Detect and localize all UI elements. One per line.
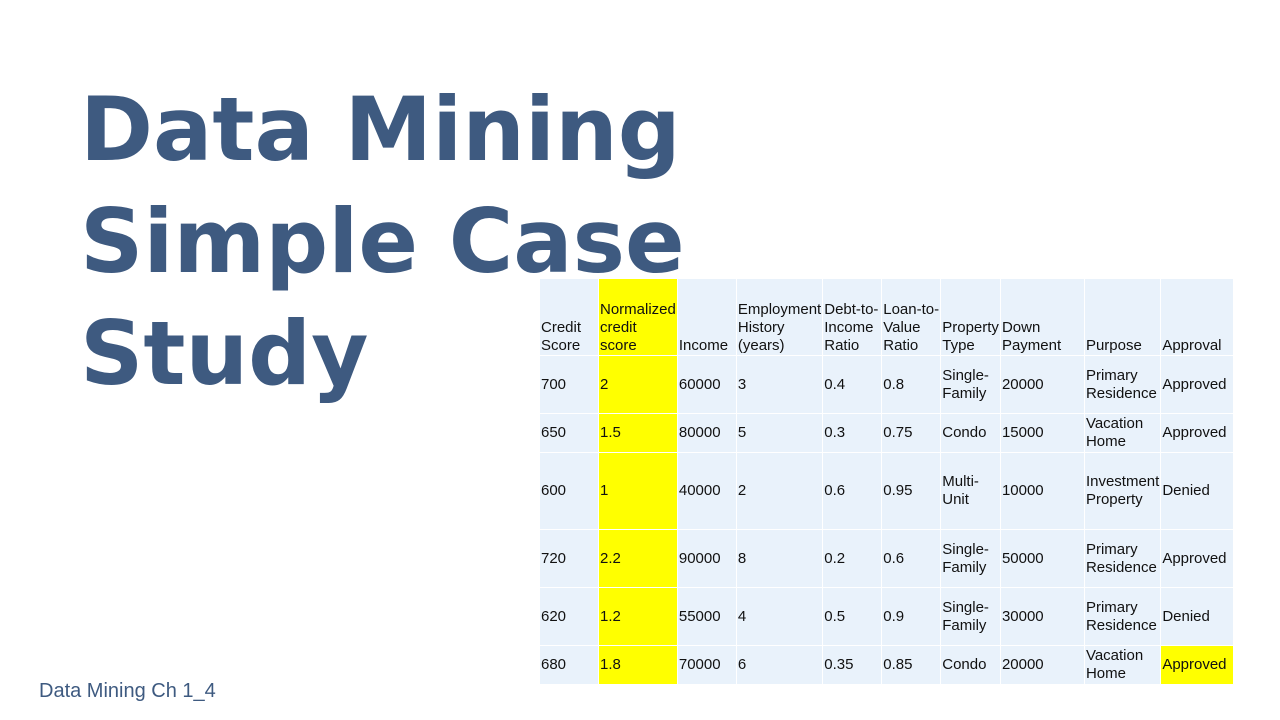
table-header-row: Credit Score Normalized credit score Inc… — [540, 279, 1234, 355]
cell-purpose: Vacation Home — [1084, 414, 1161, 452]
cell-income: 60000 — [677, 356, 736, 413]
table-row: 700 2 60000 3 0.4 0.8 Single-Family 2000… — [540, 356, 1234, 413]
cell-normalized-score: 2 — [599, 356, 677, 413]
cell-approval-highlighted: Approved — [1161, 646, 1234, 684]
title-line-3: Study — [80, 302, 369, 405]
cell-credit-score: 600 — [540, 453, 598, 529]
slide-title: Data Mining Simple Case Study — [80, 74, 685, 410]
cell-employment: 8 — [736, 530, 823, 587]
cell-dti: 0.5 — [823, 588, 882, 645]
cell-employment: 6 — [736, 646, 823, 684]
cell-normalized-score: 1.2 — [599, 588, 677, 645]
cell-employment: 5 — [736, 414, 823, 452]
cell-income: 80000 — [677, 414, 736, 452]
cell-credit-score: 650 — [540, 414, 598, 452]
cell-employment: 2 — [736, 453, 823, 529]
title-line-2: Simple Case — [80, 190, 685, 293]
cell-purpose: Primary Residence — [1084, 588, 1161, 645]
cell-down-payment: 30000 — [1000, 588, 1084, 645]
cell-normalized-score: 1 — [599, 453, 677, 529]
header-employment-history: Employment History (years) — [736, 279, 823, 355]
cell-approval: Approved — [1161, 530, 1234, 587]
cell-purpose: Vacation Home — [1084, 646, 1161, 684]
cell-dti: 0.3 — [823, 414, 882, 452]
title-line-1: Data Mining — [80, 78, 681, 181]
header-debt-to-income: Debt-to-Income Ratio — [823, 279, 882, 355]
cell-dti: 0.2 — [823, 530, 882, 587]
cell-normalized-score: 2.2 — [599, 530, 677, 587]
cell-purpose: Primary Residence — [1084, 356, 1161, 413]
cell-ltv: 0.75 — [882, 414, 941, 452]
cell-down-payment: 20000 — [1000, 646, 1084, 684]
cell-employment: 3 — [736, 356, 823, 413]
header-property-type: Property Type — [941, 279, 1000, 355]
table-row: 620 1.2 55000 4 0.5 0.9 Single-Family 30… — [540, 588, 1234, 645]
cell-ltv: 0.9 — [882, 588, 941, 645]
cell-down-payment: 10000 — [1000, 453, 1084, 529]
cell-normalized-score: 1.5 — [599, 414, 677, 452]
header-approval: Approval — [1161, 279, 1234, 355]
cell-purpose: Investment Property — [1084, 453, 1161, 529]
table-row: 720 2.2 90000 8 0.2 0.6 Single-Family 50… — [540, 530, 1234, 587]
cell-purpose: Primary Residence — [1084, 530, 1161, 587]
table-row: 680 1.8 70000 6 0.35 0.85 Condo 20000 Va… — [540, 646, 1234, 684]
cell-credit-score: 700 — [540, 356, 598, 413]
header-purpose: Purpose — [1084, 279, 1161, 355]
cell-ltv: 0.85 — [882, 646, 941, 684]
cell-property-type: Multi-Unit — [941, 453, 1000, 529]
cell-credit-score: 620 — [540, 588, 598, 645]
slide-footer: Data Mining Ch 1_4 — [39, 680, 216, 702]
cell-normalized-score: 1.8 — [599, 646, 677, 684]
header-normalized-credit-score: Normalized credit score — [599, 279, 677, 355]
cell-property-type: Condo — [941, 646, 1000, 684]
cell-ltv: 0.8 — [882, 356, 941, 413]
cell-down-payment: 15000 — [1000, 414, 1084, 452]
cell-income: 90000 — [677, 530, 736, 587]
table-row: 600 1 40000 2 0.6 0.95 Multi-Unit 10000 … — [540, 453, 1234, 529]
cell-down-payment: 50000 — [1000, 530, 1084, 587]
cell-dti: 0.35 — [823, 646, 882, 684]
cell-credit-score: 680 — [540, 646, 598, 684]
cell-property-type: Single-Family — [941, 356, 1000, 413]
cell-ltv: 0.95 — [882, 453, 941, 529]
cell-approval: Approved — [1161, 414, 1234, 452]
table-row: 650 1.5 80000 5 0.3 0.75 Condo 15000 Vac… — [540, 414, 1234, 452]
header-income: Income — [677, 279, 736, 355]
cell-approval: Denied — [1161, 453, 1234, 529]
cell-property-type: Single-Family — [941, 588, 1000, 645]
cell-employment: 4 — [736, 588, 823, 645]
cell-down-payment: 20000 — [1000, 356, 1084, 413]
cell-dti: 0.6 — [823, 453, 882, 529]
cell-approval: Approved — [1161, 356, 1234, 413]
header-loan-to-value: Loan-to-Value Ratio — [882, 279, 941, 355]
cell-credit-score: 720 — [540, 530, 598, 587]
cell-income: 55000 — [677, 588, 736, 645]
cell-ltv: 0.6 — [882, 530, 941, 587]
header-credit-score: Credit Score — [540, 279, 598, 355]
cell-dti: 0.4 — [823, 356, 882, 413]
header-down-payment: Down Payment — [1000, 279, 1084, 355]
cell-property-type: Condo — [941, 414, 1000, 452]
cell-income: 40000 — [677, 453, 736, 529]
loan-data-table: Credit Score Normalized credit score Inc… — [539, 278, 1235, 685]
cell-property-type: Single-Family — [941, 530, 1000, 587]
cell-income: 70000 — [677, 646, 736, 684]
cell-approval: Denied — [1161, 588, 1234, 645]
